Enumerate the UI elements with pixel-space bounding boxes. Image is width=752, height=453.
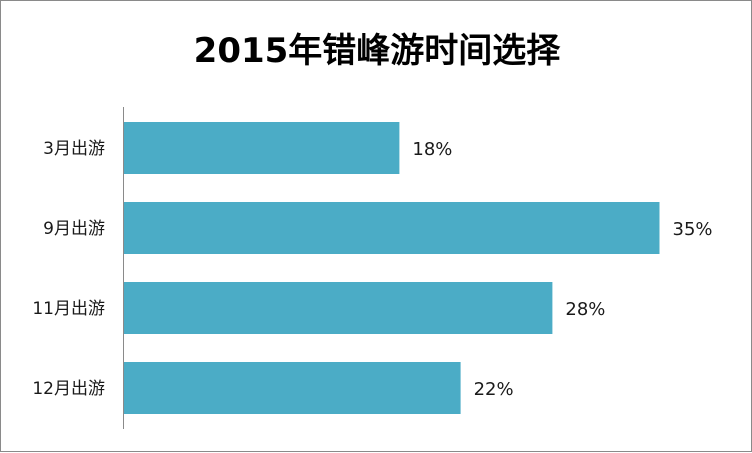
bar-2: [124, 202, 660, 254]
bar-1: [124, 122, 400, 174]
category-label-3: 11月出游: [32, 299, 105, 319]
value-label-4: 22%: [474, 379, 514, 400]
value-label-2: 35%: [673, 219, 713, 240]
category-labels: 3月出游 9月出游 11月出游 12月出游: [32, 139, 105, 399]
value-label-3: 28%: [565, 299, 605, 320]
chart-title: 2015年错峰游时间选择: [193, 31, 561, 71]
bar-3: [124, 282, 553, 334]
category-label-4: 12月出游: [32, 379, 105, 399]
value-labels: 18% 35% 28% 22%: [412, 139, 712, 400]
bars-group: [124, 122, 660, 414]
bar-4: [124, 362, 461, 414]
category-label-1: 3月出游: [43, 139, 105, 159]
category-label-2: 9月出游: [43, 219, 105, 239]
value-label-1: 18%: [412, 139, 452, 160]
